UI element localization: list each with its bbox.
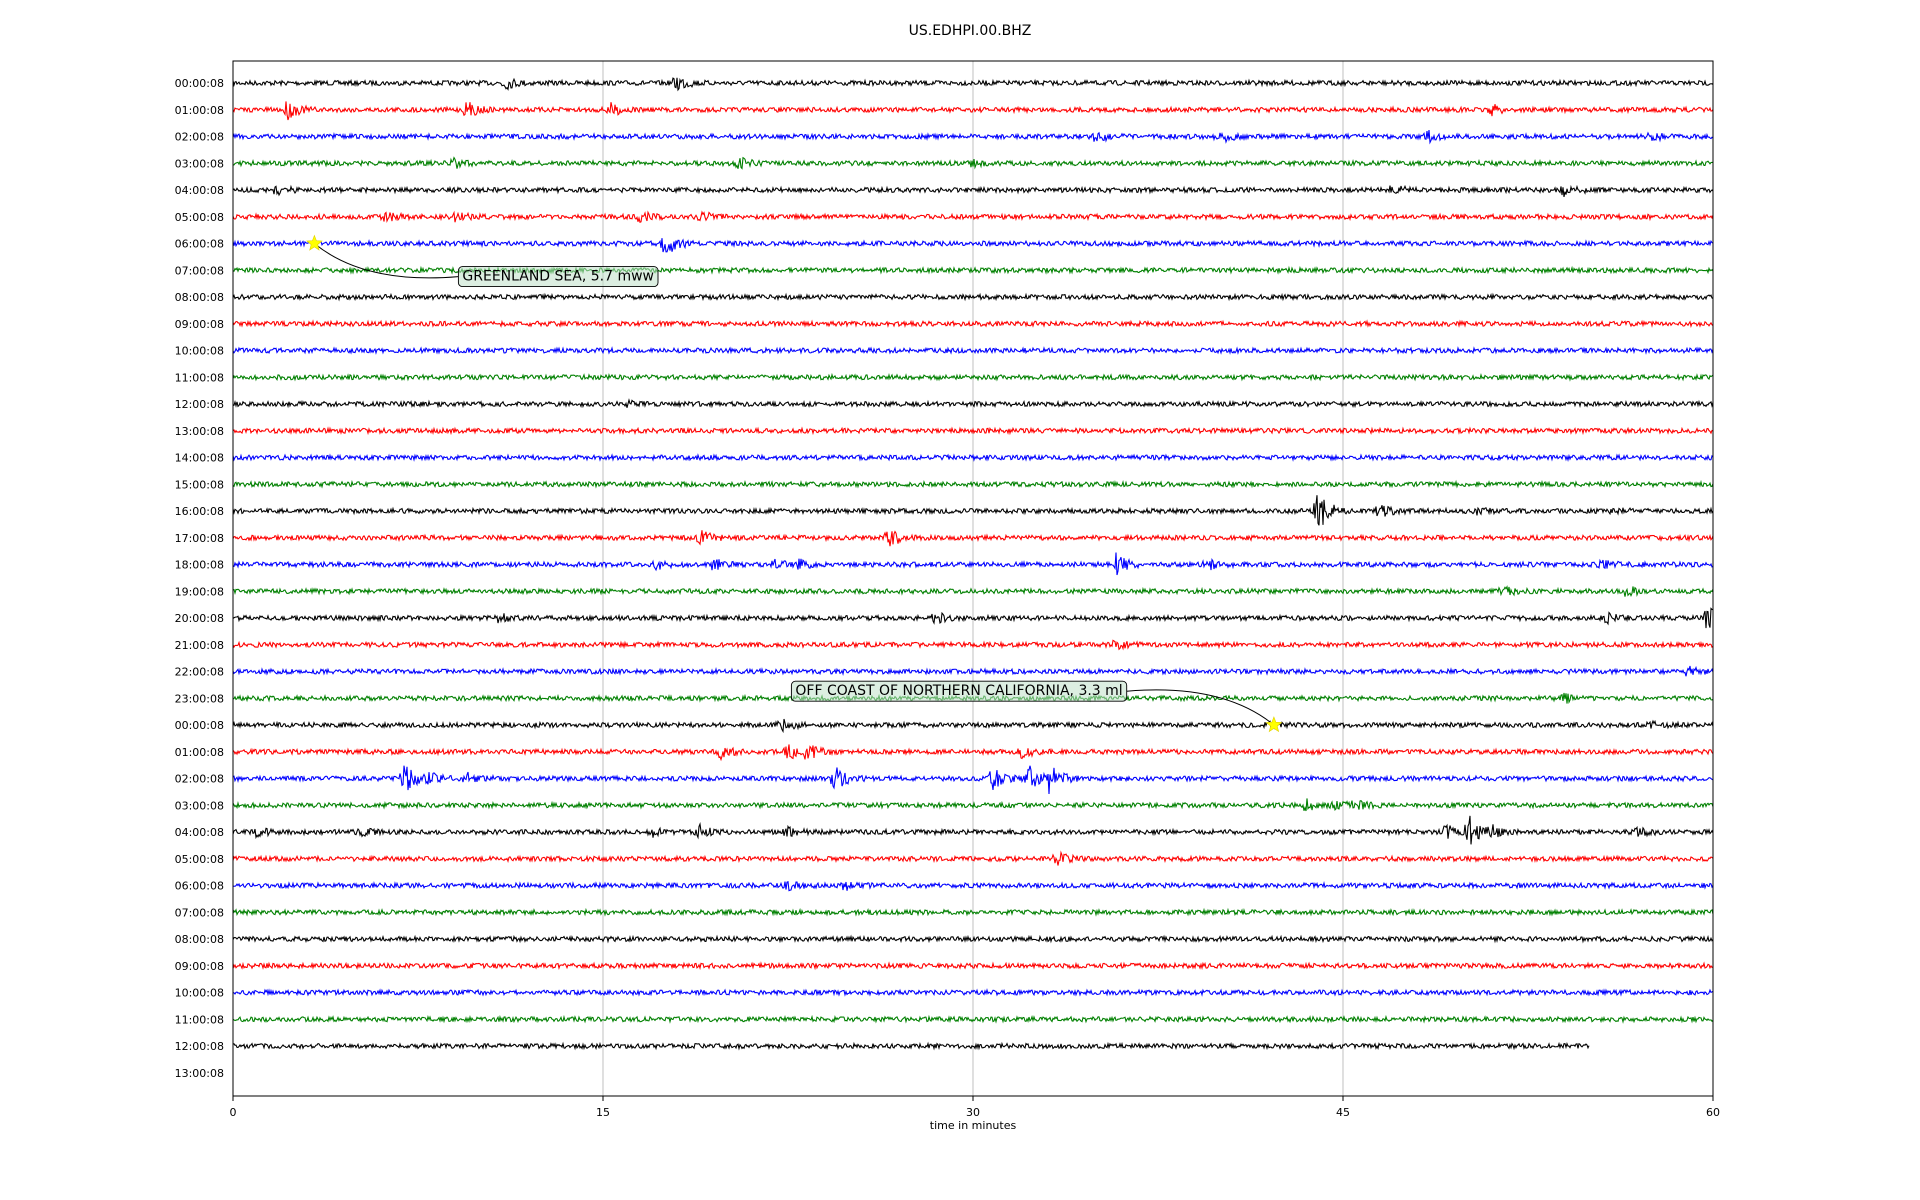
event-label: OFF COAST OF NORTHERN CALIFORNIA, 3.3 ml (795, 683, 1122, 699)
vertical-grid (602, 61, 1344, 1096)
chart-title: US.EDHPI.00.BHZ (909, 23, 1032, 39)
row-label: 08:00:08 (175, 933, 224, 946)
trace-row (232, 744, 1714, 762)
trace-row (232, 850, 1714, 866)
trace-row (232, 372, 1714, 382)
x-tick-label: 45 (1336, 1106, 1350, 1119)
row-label: 01:00:08 (175, 746, 224, 759)
trace-row (232, 156, 1714, 170)
row-label: 20:00:08 (175, 612, 224, 625)
x-tick-label: 0 (230, 1106, 237, 1119)
row-label: 16:00:08 (175, 505, 224, 518)
trace-row (232, 552, 1714, 576)
event-label: GREENLAND SEA, 5.7 mww (462, 269, 654, 285)
trace-row (232, 129, 1714, 145)
event-annotation: GREENLAND SEA, 5.7 mww (306, 234, 659, 288)
row-label: 05:00:08 (175, 853, 224, 866)
row-label: 09:00:08 (175, 318, 224, 331)
x-tick-label: 60 (1706, 1106, 1720, 1119)
row-labels: 00:00:08 01:00:08 02:00:08 03:00:08 04:00:08… (175, 77, 224, 1080)
x-tick-label: 15 (596, 1106, 610, 1119)
row-label: 09:00:08 (175, 960, 224, 973)
trace-row (232, 101, 1714, 121)
row-label: 05:00:08 (175, 211, 224, 224)
trace-row (232, 210, 1714, 223)
traces-layer (232, 77, 1714, 1051)
row-label: 03:00:08 (175, 157, 224, 170)
event-leader-line (314, 243, 459, 279)
row-label: 12:00:08 (175, 1040, 224, 1053)
trace-row (232, 530, 1714, 547)
row-label: 04:00:08 (175, 826, 224, 839)
event-leader-line (1126, 689, 1275, 726)
row-label: 13:00:08 (175, 425, 224, 438)
row-label: 03:00:08 (175, 799, 224, 812)
row-label: 00:00:08 (175, 719, 224, 732)
row-label: 07:00:08 (175, 264, 224, 277)
trace-row (232, 988, 1714, 997)
event-annotation: OFF COAST OF NORTHERN CALIFORNIA, 3.3 ml (790, 680, 1283, 733)
trace-row (232, 665, 1714, 677)
trace-row (232, 815, 1714, 845)
row-label: 19:00:08 (175, 585, 224, 598)
trace-row (232, 77, 1714, 92)
row-label: 06:00:08 (175, 238, 224, 251)
row-label: 06:00:08 (175, 880, 224, 893)
row-label: 14:00:08 (175, 452, 224, 465)
trace-row (232, 961, 1714, 971)
trace-row (232, 238, 1714, 253)
x-tick-label: 30 (966, 1106, 980, 1119)
trace-row (232, 880, 1714, 892)
trace-row (232, 585, 1714, 597)
event-label-box (790, 680, 1128, 702)
event-label-box (457, 266, 659, 288)
row-label: 01:00:08 (175, 104, 224, 117)
row-label: 15:00:08 (175, 478, 224, 491)
trace-row (232, 639, 1714, 651)
row-label: 21:00:08 (175, 639, 224, 652)
row-label: 11:00:08 (175, 1013, 224, 1026)
row-label: 22:00:08 (175, 666, 224, 679)
trace-row (232, 495, 1714, 526)
row-label: 10:00:08 (175, 987, 224, 1000)
event-star-icon (306, 234, 323, 251)
trace-row (232, 1014, 1714, 1024)
trace-row (232, 798, 1714, 812)
row-label: 12:00:08 (175, 398, 224, 411)
row-label: 23:00:08 (175, 692, 224, 705)
trace-row (232, 765, 1714, 795)
trace-row (232, 346, 1714, 355)
event-annotations: GREENLAND SEA, 5.7 mww OFF COAST OF NORTH… (306, 234, 1283, 733)
row-label: 11:00:08 (175, 371, 224, 384)
trace-row (232, 718, 1714, 734)
x-axis-label: time in minutes (930, 1119, 1017, 1132)
row-label: 02:00:08 (175, 773, 224, 786)
trace-row (232, 292, 1714, 302)
trace-row (232, 184, 1714, 198)
row-label: 02:00:08 (175, 131, 224, 144)
trace-row (232, 319, 1714, 329)
trace-row (232, 426, 1714, 436)
trace-row (232, 479, 1714, 489)
trace-row (232, 1041, 1590, 1051)
row-label: 07:00:08 (175, 906, 224, 919)
row-label: 04:00:08 (175, 184, 224, 197)
row-label: 00:00:08 (175, 77, 224, 90)
x-axis-ticks: 0 15 30 45 60 (230, 1096, 1720, 1119)
row-label: 08:00:08 (175, 291, 224, 304)
trace-row (232, 907, 1714, 917)
row-label: 17:00:08 (175, 532, 224, 545)
row-label: 18:00:08 (175, 559, 224, 572)
trace-row (232, 453, 1714, 462)
trace-row (232, 398, 1714, 409)
trace-row (232, 607, 1714, 629)
row-label: 13:00:08 (175, 1067, 224, 1080)
row-label: 10:00:08 (175, 345, 224, 358)
event-star-icon (1265, 716, 1283, 733)
trace-row (232, 934, 1714, 944)
